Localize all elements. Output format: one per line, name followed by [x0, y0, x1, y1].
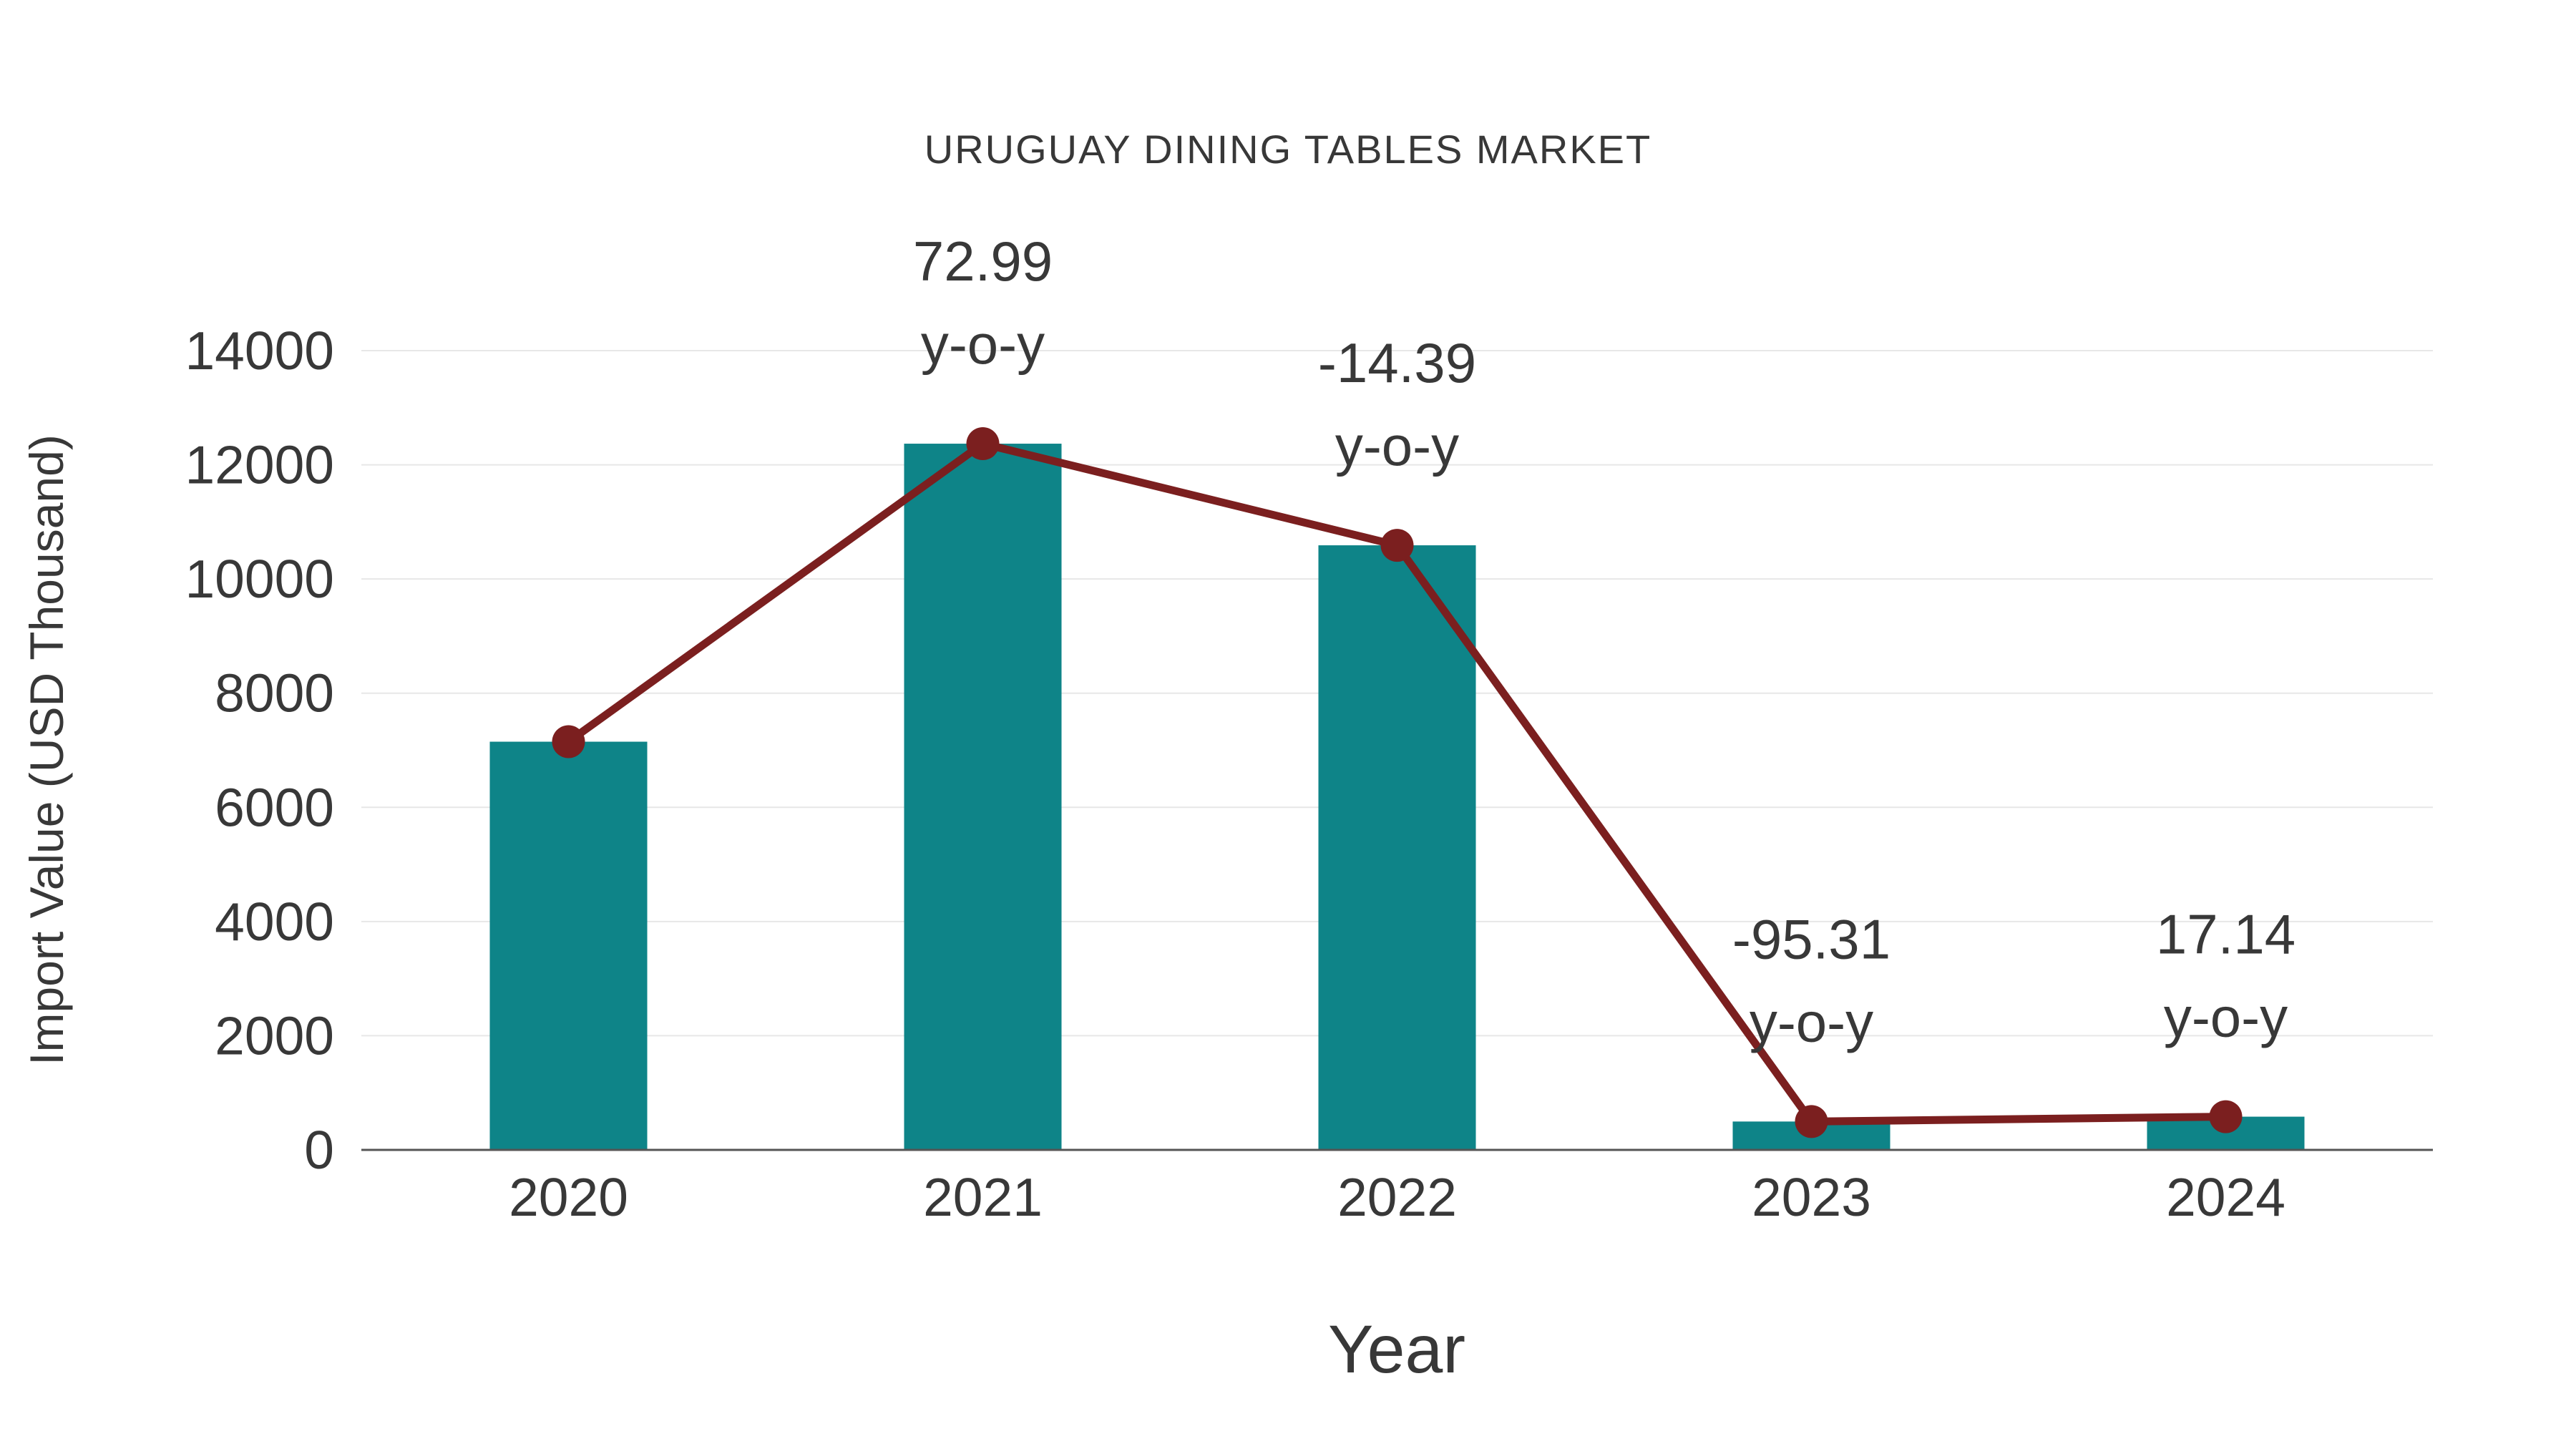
annotation-line: 17.14 [2156, 903, 2296, 966]
y-tick-label: 0 [304, 1120, 334, 1180]
x-tick-label: 2020 [509, 1167, 628, 1227]
annotation-line: y-o-y [1750, 990, 1873, 1053]
y-tick-label: 6000 [215, 777, 334, 837]
y-tick-label: 14000 [185, 321, 334, 381]
y-axis-label: Import Value (USD Thousand) [20, 434, 73, 1065]
x-tick-label: 2022 [1337, 1167, 1457, 1227]
annotation-line: y-o-y [2164, 986, 2288, 1049]
annotation-line: -14.39 [1318, 331, 1476, 394]
bar [489, 741, 648, 1150]
annotation-line: y-o-y [921, 313, 1045, 376]
annotation-line: y-o-y [1335, 414, 1459, 477]
y-tick-label: 4000 [215, 892, 334, 952]
x-tick-label: 2023 [1752, 1167, 1871, 1227]
y-tick-label: 10000 [185, 549, 334, 609]
x-axis-label: Year [1328, 1312, 1465, 1387]
trend-marker [966, 427, 1000, 461]
trend-marker [552, 725, 585, 758]
x-tick-label: 2021 [923, 1167, 1043, 1227]
y-tick-label: 12000 [185, 435, 334, 495]
trend-marker [1795, 1105, 1828, 1138]
y-tick-label: 2000 [215, 1005, 334, 1065]
bar [904, 444, 1062, 1150]
trend-marker [2209, 1100, 2243, 1133]
chart-title: URUGUAY DINING TABLES MARKET [924, 127, 1652, 172]
trend-marker [1380, 529, 1414, 562]
annotation-line: 72.99 [913, 230, 1053, 293]
y-tick-label: 8000 [215, 663, 334, 723]
x-tick-label: 2024 [2166, 1167, 2285, 1227]
annotation-line: -95.31 [1732, 907, 1890, 970]
bar [1318, 545, 1476, 1150]
